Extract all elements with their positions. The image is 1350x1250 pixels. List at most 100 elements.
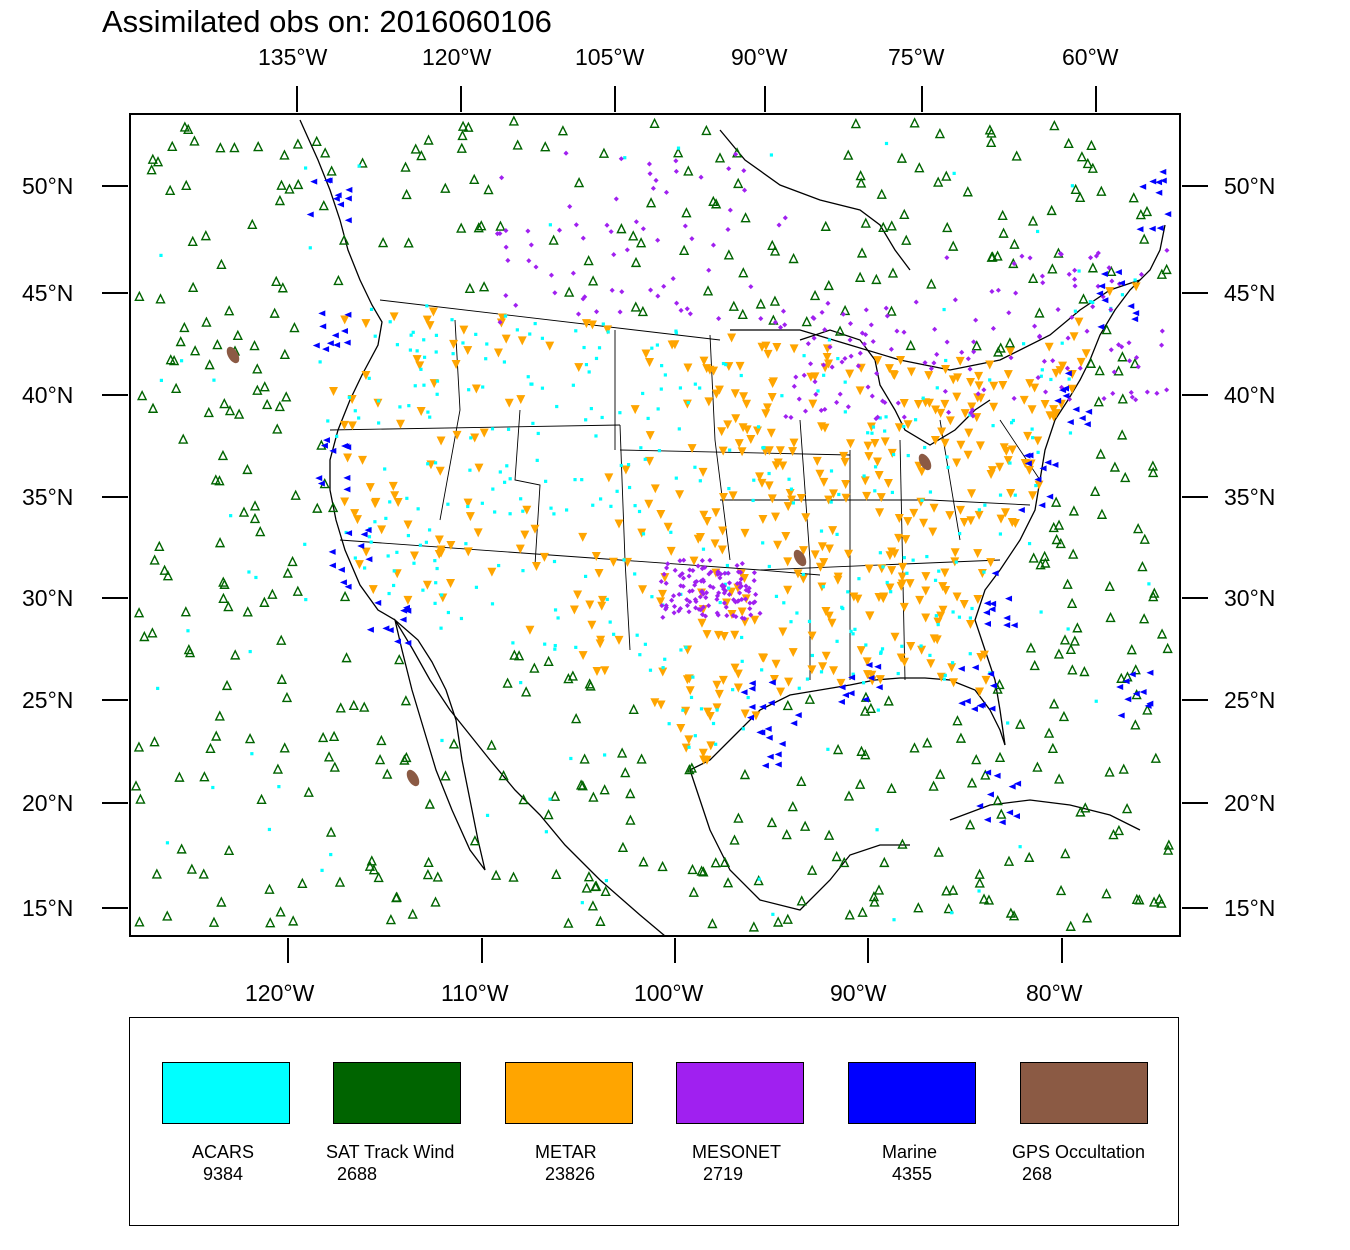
metar-marker — [778, 627, 788, 637]
sat-track-wind-marker — [636, 753, 647, 764]
metar-marker — [829, 666, 839, 676]
acars-marker — [774, 594, 779, 598]
metar-marker — [718, 492, 728, 502]
metar-marker — [840, 457, 850, 467]
metar-marker — [403, 595, 413, 605]
acars-marker — [308, 246, 312, 250]
mesonet-marker — [699, 558, 705, 564]
sat-track-wind-marker — [728, 300, 739, 311]
sat-track-wind-marker — [469, 173, 480, 185]
sat-track-wind-marker — [801, 316, 812, 327]
mesonet-marker — [505, 257, 511, 264]
acars-marker — [609, 504, 613, 508]
mesonet-marker — [663, 189, 670, 195]
marine-marker — [1114, 269, 1122, 276]
mesonet-marker — [1039, 273, 1045, 279]
metar-marker — [999, 443, 1009, 453]
metar-marker — [368, 585, 378, 595]
acars-marker — [699, 707, 704, 711]
sat-track-wind-marker — [276, 634, 287, 645]
acars-marker — [925, 554, 929, 559]
mesonet-marker — [811, 315, 817, 321]
sat-track-wind-marker — [292, 138, 304, 149]
mesonet-marker — [604, 222, 610, 228]
marine-marker — [1003, 622, 1011, 629]
acars-marker — [156, 686, 160, 691]
mesonet-marker — [932, 326, 938, 332]
top-lon-label: 120°W — [422, 44, 492, 70]
sat-track-wind-marker — [585, 680, 596, 691]
sat-track-wind-marker — [259, 381, 270, 392]
metar-marker — [899, 657, 909, 667]
sat-track-wind-marker — [457, 120, 469, 131]
legend-label-gps-occultation: GPS Occultation — [1012, 1142, 1146, 1162]
acars-marker — [944, 358, 948, 363]
sat-track-wind-marker — [325, 826, 337, 837]
metar-marker — [446, 579, 456, 589]
acars-marker — [421, 588, 425, 592]
acars-marker — [335, 434, 339, 438]
sat-track-wind-marker — [1101, 324, 1112, 335]
mesonet-marker — [716, 590, 722, 596]
acars-marker — [584, 418, 588, 422]
acars-marker — [506, 427, 511, 431]
mesonet-marker — [1069, 314, 1075, 320]
sat-track-wind-marker — [860, 217, 871, 228]
sat-track-wind-marker — [238, 506, 250, 517]
mesonet-marker — [659, 603, 665, 609]
acars-marker — [434, 581, 438, 585]
acars-marker — [515, 328, 519, 332]
marine-marker — [874, 663, 882, 670]
sat-track-wind-marker — [974, 868, 985, 879]
metar-marker — [985, 360, 995, 370]
sat-track-wind-marker — [799, 820, 811, 831]
acars-marker — [481, 385, 485, 389]
mesonet-marker — [503, 292, 509, 299]
acars-marker — [1027, 541, 1032, 546]
sat-track-wind-marker — [1163, 839, 1174, 850]
metar-marker — [894, 423, 904, 433]
acars-marker — [724, 363, 728, 367]
marine-marker — [386, 627, 394, 634]
sat-track-wind-marker — [773, 916, 784, 927]
sat-track-wind-marker — [217, 449, 229, 461]
sat-track-wind-marker — [282, 567, 293, 578]
mesonet-marker — [747, 606, 753, 612]
mesonet-marker — [742, 187, 748, 193]
acars-marker — [606, 330, 610, 334]
sat-track-wind-marker — [854, 271, 866, 282]
sat-track-wind-marker — [1118, 763, 1129, 774]
figure-title: Assimilated obs on: 2016060106 — [102, 4, 552, 39]
mesonet-marker — [721, 600, 727, 606]
metar-marker — [758, 514, 768, 524]
sat-track-wind-marker — [1055, 884, 1067, 896]
acars-marker — [555, 404, 559, 409]
metar-marker — [865, 611, 875, 621]
sat-track-wind-marker — [200, 230, 211, 241]
sat-track-wind-marker — [359, 701, 370, 712]
metar-marker — [1131, 282, 1141, 292]
sat-track-wind-marker — [645, 197, 657, 208]
mesonet-marker — [1144, 389, 1150, 395]
mesonet-marker — [1128, 389, 1134, 395]
metar-marker — [981, 675, 991, 685]
sat-track-wind-marker — [223, 844, 235, 856]
metar-marker — [986, 558, 996, 568]
mesonet-marker — [655, 293, 661, 299]
acars-marker — [548, 223, 552, 227]
metar-marker — [644, 499, 654, 509]
acars-marker — [725, 563, 730, 568]
mesonet-marker — [725, 226, 731, 233]
sat-track-wind-marker — [271, 275, 282, 287]
sat-track-wind-marker — [288, 915, 299, 926]
acars-marker — [553, 647, 557, 651]
metar-marker — [761, 341, 771, 351]
mesonet-marker — [842, 355, 848, 362]
acars-marker — [879, 651, 883, 655]
metar-marker — [986, 469, 996, 479]
acars-marker — [945, 455, 949, 459]
acars-marker — [934, 614, 938, 618]
metar-marker — [784, 677, 794, 687]
acars-marker — [873, 489, 877, 493]
mesonet-marker — [582, 294, 588, 300]
